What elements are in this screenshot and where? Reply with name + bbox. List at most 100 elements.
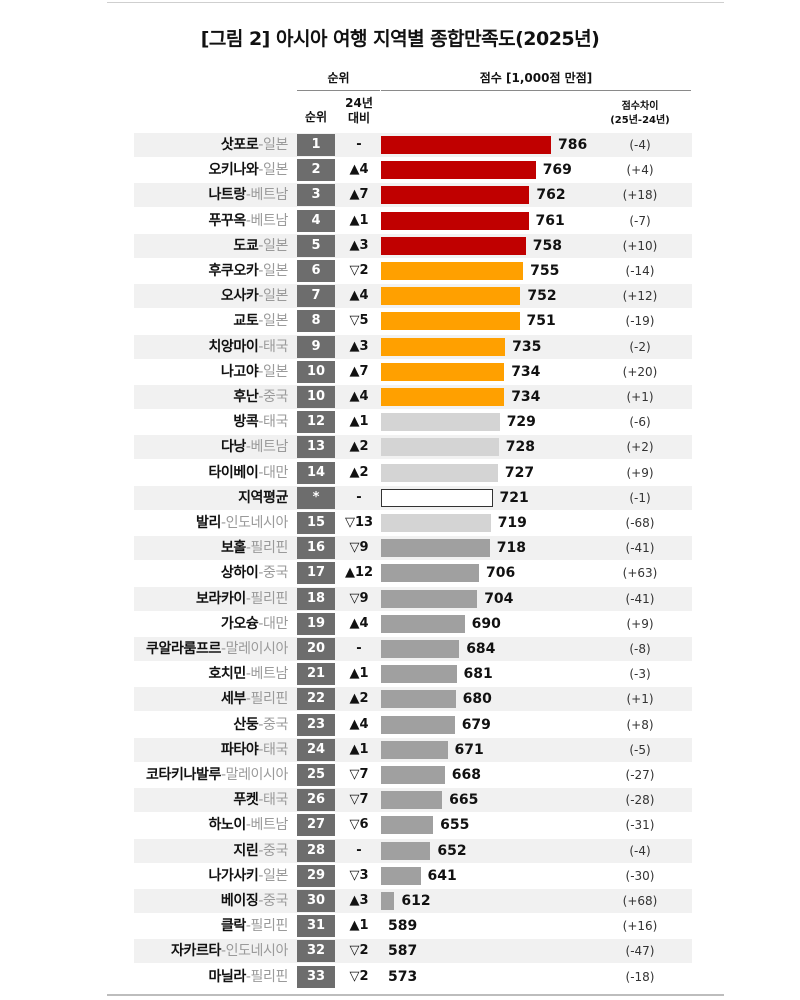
city-name: 푸켓 — [233, 792, 259, 809]
rank-change: ▲7 — [349, 187, 369, 203]
score-value: 758 — [532, 237, 563, 254]
score-value: 589 — [388, 918, 418, 935]
score-bar — [381, 589, 478, 608]
score-value: 751 — [526, 313, 556, 330]
score-diff: (-27) — [625, 768, 655, 782]
score-value: 671 — [454, 741, 484, 758]
rank-badge: 31 — [297, 915, 335, 938]
rank-change: ▲4 — [349, 615, 369, 631]
table-row: 상하이-중국 17 ▲12 706 (+63) — [0, 561, 800, 586]
score-diff: (+12) — [622, 289, 658, 304]
table-row: 클락-필리핀 31 ▲1 589 (+16) — [0, 914, 800, 939]
score-value: 681 — [463, 666, 493, 683]
score-diff: (-30) — [625, 868, 655, 883]
country-name: -태국 — [258, 414, 288, 431]
city-name: 타이베이 — [208, 464, 259, 481]
score-bar — [381, 614, 465, 633]
region-label: 후쿠오카-일본 — [100, 259, 288, 283]
table-row: 다낭-베트남 13 ▲2 728 (+2) — [0, 435, 800, 460]
country-name: -태국 — [258, 792, 288, 809]
score-diff: (-14) — [625, 264, 655, 278]
diff-header-line1: 점수차이 — [621, 101, 659, 112]
region-label: 파타야-태국 — [100, 738, 288, 762]
city-name: 푸꾸옥 — [208, 212, 246, 229]
rank-badge: 5 — [297, 234, 335, 257]
top-rule — [107, 2, 724, 3]
table-row: 세부-필리핀 22 ▲2 680 (+1) — [0, 687, 800, 712]
country-name: -베트남 — [245, 666, 288, 683]
table-row: 보라카이-필리핀 18 ▽9 704 (-41) — [0, 586, 800, 612]
score-value: 612 — [401, 893, 431, 909]
table-row: 호치민-베트남 21 ▲1 681 (-3) — [0, 662, 800, 687]
score-value: 680 — [462, 691, 492, 708]
rank-badge: 3 — [297, 184, 335, 207]
rank-badge: 10 — [297, 360, 335, 383]
score-bar — [381, 640, 460, 658]
city-name: 지린 — [233, 842, 259, 859]
region-label: 후난-중국 — [100, 385, 288, 409]
score-diff: (-41) — [625, 541, 655, 556]
rank-change: - — [356, 842, 362, 858]
score-diff: (-3) — [629, 667, 651, 682]
rank-change: ▲4 — [349, 162, 369, 178]
city-name: 산둥 — [233, 716, 259, 733]
city-name: 발리 — [195, 515, 221, 531]
country-name: -중국 — [258, 893, 288, 909]
table-row: 마닐라-필리핀 33 ▽2 573 (-18) — [0, 965, 800, 990]
region-label: 삿포로-일본 — [100, 133, 288, 157]
country-name: -중국 — [258, 389, 288, 405]
change-header-line2: 대비 — [347, 111, 371, 125]
score-bar — [381, 665, 457, 684]
score-bar — [381, 841, 431, 860]
rank-badge: 30 — [297, 890, 335, 912]
score-bar — [381, 262, 524, 280]
score-diff: (-1) — [629, 490, 651, 505]
country-name: -대만 — [258, 464, 288, 481]
rank-badge: 24 — [297, 738, 335, 761]
country-name: -중국 — [258, 716, 288, 733]
rank-change: - — [356, 137, 362, 152]
city-name: 자카르타 — [171, 943, 221, 960]
city-name: 삿포로 — [220, 137, 259, 153]
score-value: 587 — [388, 943, 418, 960]
country-name: -일본 — [258, 867, 288, 884]
country-name: -중국 — [258, 842, 288, 859]
rank-header-rule — [297, 90, 380, 91]
score-bar — [381, 514, 491, 532]
table-row: 발리-인도네시아 15 ▽13 719 (-68) — [0, 511, 800, 536]
table-row: 파타야-태국 24 ▲1 671 (-5) — [0, 737, 800, 763]
score-value: 704 — [484, 590, 514, 607]
chart-title: [그림 2] 아시아 여행 지역별 종합만족도(2025년) — [200, 28, 600, 50]
rank-change: ▲2 — [349, 439, 369, 455]
score-diff: (+20) — [622, 364, 658, 379]
score-bar — [381, 413, 500, 432]
rank-badge: 23 — [297, 713, 335, 736]
city-name: 후쿠오카 — [208, 263, 259, 279]
city-name: 코타키나발루 — [146, 767, 221, 783]
rank-change: ▲1 — [349, 414, 369, 430]
rank-badge: 17 — [297, 562, 335, 585]
rank-badge: 33 — [297, 965, 335, 988]
rank-change: ▽9 — [349, 540, 369, 556]
score-diff: (-41) — [625, 591, 655, 606]
score-bar — [381, 236, 526, 255]
score-bar — [381, 564, 479, 583]
region-label: 다낭-베트남 — [100, 435, 288, 459]
region-label: 지린-중국 — [100, 839, 288, 863]
table-row: 오키나와-일본 2 ▲4 769 (+4) — [0, 158, 800, 183]
country-name: -일본 — [258, 263, 288, 279]
country-name: -말레이시아 — [220, 767, 288, 783]
region-label: 치앙마이-태국 — [100, 335, 288, 359]
rank-badge: 14 — [297, 461, 335, 484]
score-diff: (+1) — [626, 692, 654, 707]
rank-change: ▽5 — [349, 313, 369, 329]
table-row: 나가사키-일본 29 ▽3 641 (-30) — [0, 864, 800, 889]
table-row: 자카르타-인도네시아 32 ▽2 587 (-47) — [0, 939, 800, 964]
rank-badge: 6 — [297, 260, 335, 282]
table-row: 산둥-중국 23 ▲4 679 (+8) — [0, 713, 800, 738]
country-name: -베트남 — [245, 817, 288, 834]
score-diff: (+10) — [622, 238, 658, 253]
country-name: -인도네시아 — [220, 943, 288, 960]
score-diff: (-5) — [629, 742, 651, 757]
rank-change: - — [356, 641, 362, 656]
